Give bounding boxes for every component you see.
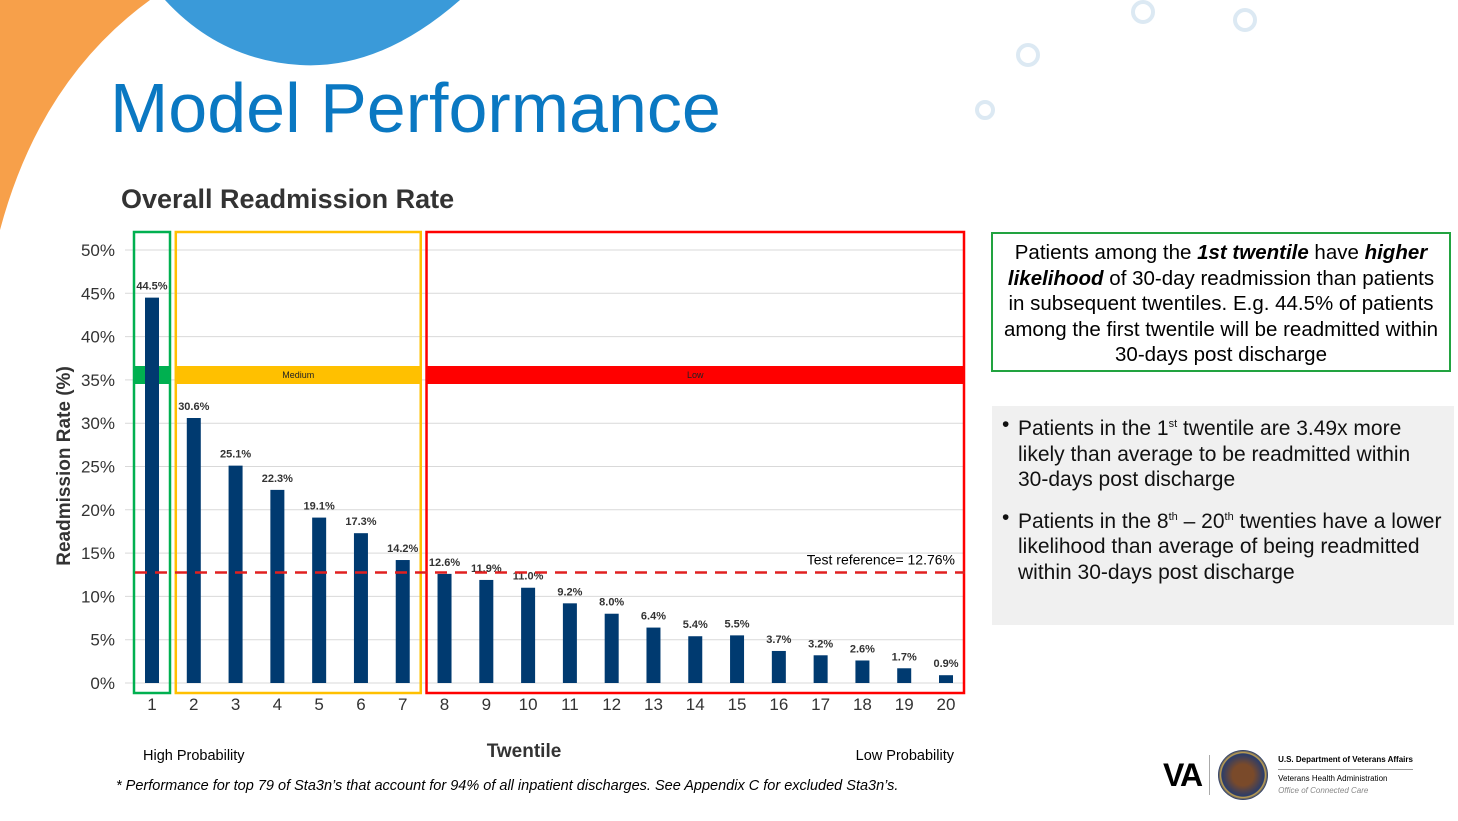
va-wordmark: VA bbox=[1163, 756, 1203, 793]
y-axis-label: Readmission Rate (%) bbox=[54, 366, 75, 566]
bar bbox=[688, 636, 703, 683]
group-box-medium bbox=[174, 230, 422, 695]
bar bbox=[186, 418, 201, 683]
group-band-label: Low bbox=[687, 370, 704, 380]
x-tick-label: 4 bbox=[273, 695, 282, 714]
footnote: * Performance for top 79 of Sta3n’s that… bbox=[116, 778, 899, 794]
bar bbox=[855, 660, 870, 683]
callout-box: Patients among the 1st twentile have hig… bbox=[991, 232, 1451, 372]
group-band-label: Medium bbox=[282, 370, 314, 380]
callout-emphasis: higher likelihood bbox=[1007, 241, 1428, 290]
data-label: 9.2% bbox=[557, 586, 582, 598]
page-title: Model Performance bbox=[110, 69, 721, 147]
bar bbox=[939, 675, 953, 683]
data-label: 17.3% bbox=[345, 516, 376, 528]
bar bbox=[395, 560, 410, 683]
x-tick-label: 11 bbox=[561, 695, 579, 714]
bar bbox=[437, 573, 452, 683]
x-tick-label: 13 bbox=[644, 695, 663, 714]
reference-label: Test reference= 12.76% bbox=[807, 551, 955, 567]
bar bbox=[353, 533, 368, 683]
data-label: 2.6% bbox=[850, 643, 875, 655]
bar bbox=[771, 650, 786, 683]
bar bbox=[730, 635, 745, 683]
data-label: 14.2% bbox=[387, 543, 418, 555]
data-label: 19.1% bbox=[304, 501, 335, 513]
x-tick-label: 1 bbox=[147, 695, 156, 714]
data-label: 5.5% bbox=[725, 618, 750, 630]
callout-text: Patients among the bbox=[1014, 241, 1198, 264]
group-band-low bbox=[426, 366, 964, 384]
x-tick-label: 19 bbox=[895, 695, 914, 714]
bar bbox=[813, 655, 828, 683]
y-tick-label: 20% bbox=[81, 501, 115, 520]
callout-emphasis: 1st twentile bbox=[1197, 241, 1309, 264]
bar bbox=[562, 603, 577, 683]
bar bbox=[646, 627, 661, 683]
data-label: 1.7% bbox=[892, 651, 917, 663]
bar bbox=[145, 297, 159, 683]
y-tick-label: 25% bbox=[81, 458, 115, 477]
group-band-medium bbox=[175, 366, 421, 384]
data-label: 12.6% bbox=[429, 557, 460, 569]
callout-text: of 30-day readmission than patients in s… bbox=[1003, 266, 1439, 367]
high-probability-note: High Probability bbox=[143, 748, 245, 764]
x-tick-label: 2 bbox=[189, 695, 198, 714]
x-axis-label: Twentile bbox=[487, 741, 562, 762]
data-label: 25.1% bbox=[220, 449, 251, 461]
x-tick-label: 7 bbox=[398, 695, 407, 714]
x-tick-label: 5 bbox=[314, 695, 323, 714]
x-tick-label: 14 bbox=[686, 695, 705, 714]
bar bbox=[604, 613, 619, 683]
data-label: 22.3% bbox=[262, 473, 293, 485]
x-tick-label: 8 bbox=[440, 695, 449, 714]
data-label: 0.9% bbox=[933, 658, 958, 670]
bar bbox=[228, 465, 243, 683]
va-seal-icon bbox=[1218, 750, 1269, 800]
readmission-chart: 0%5%10%15%20%25%30%35%40%45%50%HighMediu… bbox=[54, 230, 966, 764]
chart-title: Overall Readmission Rate bbox=[121, 184, 455, 214]
group-box-high bbox=[132, 230, 172, 695]
x-tick-label: 17 bbox=[811, 695, 830, 714]
bullet-item: • Patients in the 1st twentile are 3.49x … bbox=[1002, 413, 1411, 491]
y-tick-label: 45% bbox=[81, 284, 115, 303]
y-tick-label: 0% bbox=[90, 674, 115, 693]
data-label: 44.5% bbox=[136, 281, 167, 293]
x-tick-label: 12 bbox=[602, 695, 621, 714]
x-tick-label: 15 bbox=[728, 695, 747, 714]
y-tick-label: 50% bbox=[81, 241, 115, 260]
bar bbox=[897, 668, 912, 683]
bullet-item: • Patients in the 8th – 20th twenties hav… bbox=[1002, 505, 1442, 584]
x-tick-label: 16 bbox=[769, 695, 788, 714]
va-logo: VA U.S. Department of Veterans Affairs V… bbox=[1163, 750, 1413, 800]
x-tick-label: 18 bbox=[853, 695, 872, 714]
y-tick-label: 35% bbox=[81, 371, 115, 390]
data-label: 3.7% bbox=[766, 634, 791, 646]
callout-text: have bbox=[1308, 241, 1365, 264]
y-tick-label: 30% bbox=[81, 414, 115, 433]
data-label: 6.4% bbox=[641, 611, 666, 623]
y-tick-label: 5% bbox=[90, 631, 115, 650]
x-tick-label: 3 bbox=[231, 695, 240, 714]
bar bbox=[312, 517, 327, 683]
data-label: 5.4% bbox=[683, 619, 708, 631]
y-tick-label: 10% bbox=[81, 587, 115, 606]
data-label: 8.0% bbox=[599, 597, 624, 609]
bar bbox=[270, 489, 285, 683]
low-probability-note: Low Probability bbox=[856, 748, 955, 764]
x-tick-label: 6 bbox=[356, 695, 365, 714]
bullet-list: • Patients in the 1st twentile are 3.49x … bbox=[992, 406, 1454, 625]
group-box-low bbox=[425, 230, 966, 695]
bar bbox=[479, 579, 494, 683]
x-tick-label: 9 bbox=[482, 695, 491, 714]
x-tick-label: 20 bbox=[937, 695, 956, 714]
data-label: 3.2% bbox=[808, 638, 833, 650]
bar bbox=[521, 587, 536, 683]
x-tick-label: 10 bbox=[519, 695, 538, 714]
y-tick-label: 15% bbox=[81, 544, 115, 563]
data-label: 30.6% bbox=[178, 401, 209, 413]
y-tick-label: 40% bbox=[81, 328, 115, 347]
